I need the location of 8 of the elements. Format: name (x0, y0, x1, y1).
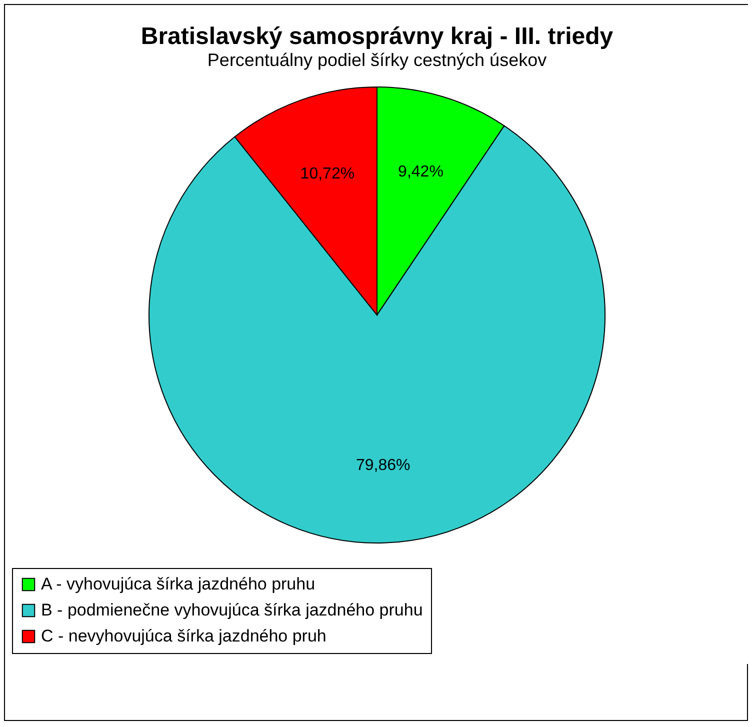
legend-label: C - nevyhovujúca šírka jazdného pruh (41, 626, 326, 646)
chart-subtitle: Percentuálny podiel šírky cestných úsekov (207, 50, 547, 70)
data-label: 10,72% (300, 165, 355, 182)
data-label: 79,86% (356, 456, 410, 474)
chart-title: Bratislavský samosprávny kraj - III. triedy (140, 23, 614, 50)
legend-label: A - vyhovujúca šírka jazdného pruhu (41, 574, 316, 594)
legend-label: B - podmienečne vyhovujúca šírka jazdného pruhu (41, 600, 423, 620)
data-label: 9,42% (398, 164, 444, 181)
